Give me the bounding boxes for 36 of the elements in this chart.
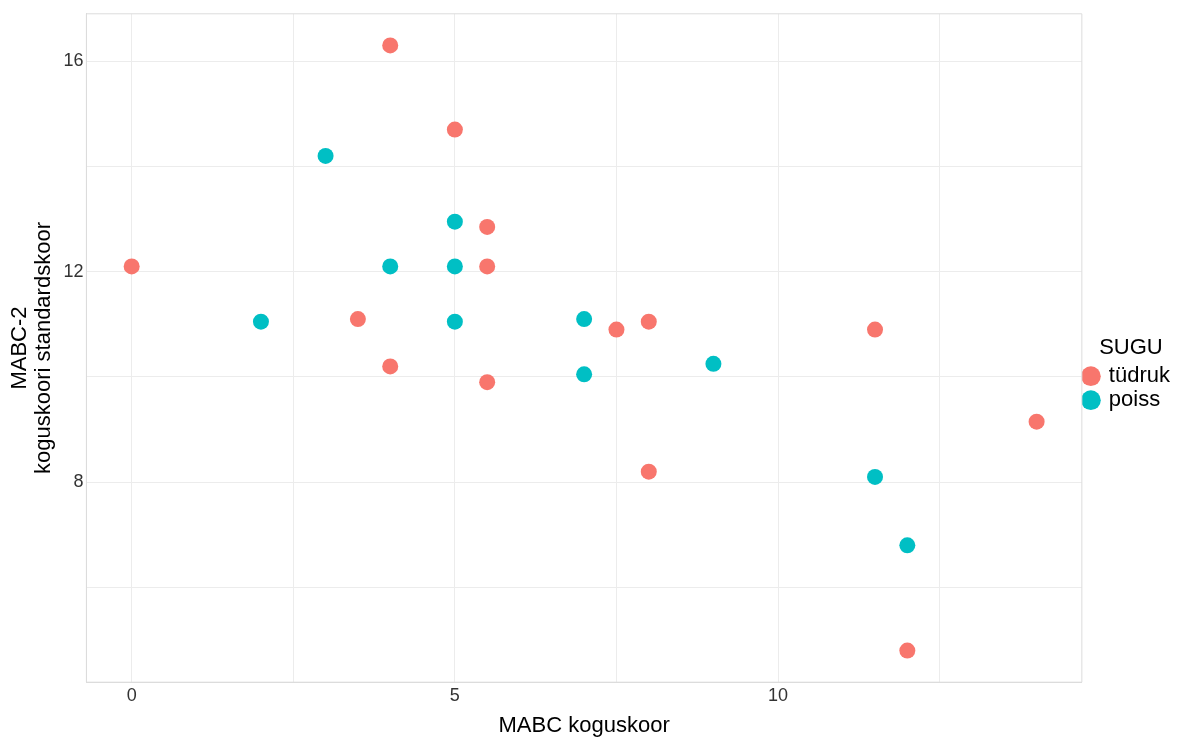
point <box>382 358 399 375</box>
point <box>576 366 593 383</box>
point <box>446 121 463 138</box>
x-tick-label: 10 <box>768 684 789 705</box>
point <box>899 642 916 659</box>
point <box>317 147 334 164</box>
point <box>479 258 496 275</box>
point <box>252 313 269 330</box>
point <box>382 37 399 54</box>
point <box>867 468 884 485</box>
x-axis-title: MABC koguskoor <box>498 711 670 737</box>
legend-title: SUGU <box>1099 333 1163 359</box>
y-tick-label: 12 <box>63 260 84 281</box>
point <box>382 258 399 275</box>
point <box>446 258 463 275</box>
point <box>349 311 366 328</box>
legend-label: tüdruk <box>1108 362 1171 388</box>
y-tick-label: 8 <box>73 471 84 492</box>
point <box>705 355 722 372</box>
legend-label: poiss <box>1108 386 1161 412</box>
point <box>899 537 916 554</box>
y-tick-label: 16 <box>63 50 84 71</box>
point <box>446 213 463 230</box>
x-tick-label: 0 <box>126 684 137 705</box>
point <box>479 374 496 391</box>
point <box>123 258 140 275</box>
point <box>1028 413 1045 430</box>
point <box>479 218 496 235</box>
point <box>640 313 657 330</box>
point <box>446 313 463 330</box>
point <box>867 321 884 338</box>
x-tick-label: 5 <box>449 684 460 705</box>
point <box>576 311 593 328</box>
point <box>640 463 657 480</box>
point <box>608 321 625 338</box>
y-axis-title: MABC-2 koguskoori standardskoor <box>6 222 56 474</box>
